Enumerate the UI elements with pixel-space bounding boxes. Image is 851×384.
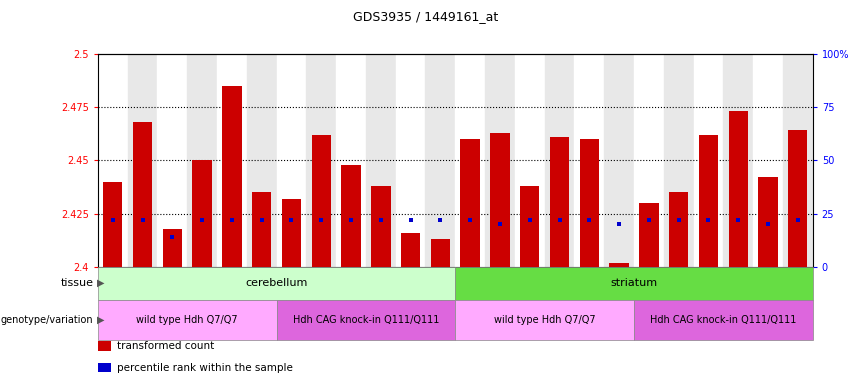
Bar xyxy=(98,300,277,340)
Text: percentile rank within the sample: percentile rank within the sample xyxy=(117,362,293,372)
Bar xyxy=(277,54,306,267)
Bar xyxy=(306,54,336,267)
Bar xyxy=(192,161,212,267)
Bar xyxy=(783,54,813,267)
Bar xyxy=(311,135,331,267)
Bar xyxy=(699,135,718,267)
Bar xyxy=(98,267,455,300)
Bar xyxy=(401,233,420,267)
Bar xyxy=(669,192,688,267)
Bar xyxy=(277,300,455,340)
Bar xyxy=(515,54,545,267)
Bar xyxy=(574,54,604,267)
Bar xyxy=(604,54,634,267)
Text: GDS3935 / 1449161_at: GDS3935 / 1449161_at xyxy=(353,10,498,23)
Bar xyxy=(455,300,634,340)
Bar xyxy=(694,54,723,267)
Bar xyxy=(490,132,510,267)
Bar xyxy=(728,111,748,267)
Bar xyxy=(520,186,540,267)
Bar xyxy=(247,54,277,267)
Bar xyxy=(455,267,813,300)
Text: ▶: ▶ xyxy=(97,278,105,288)
Bar xyxy=(609,263,629,267)
Text: Hdh CAG knock-in Q111/Q111: Hdh CAG knock-in Q111/Q111 xyxy=(650,314,797,325)
Bar xyxy=(634,54,664,267)
Bar xyxy=(580,139,599,267)
Text: genotype/variation: genotype/variation xyxy=(1,314,94,325)
Text: cerebellum: cerebellum xyxy=(245,278,308,288)
Bar xyxy=(98,54,128,267)
Bar xyxy=(455,54,485,267)
Bar xyxy=(664,54,694,267)
Bar xyxy=(550,137,569,267)
Text: ▶: ▶ xyxy=(97,314,105,325)
Bar xyxy=(485,54,515,267)
Bar xyxy=(639,203,659,267)
Bar xyxy=(426,54,455,267)
Text: wild type Hdh Q7/Q7: wild type Hdh Q7/Q7 xyxy=(136,314,238,325)
Bar xyxy=(366,54,396,267)
Bar xyxy=(103,182,123,267)
Bar xyxy=(396,54,426,267)
Bar xyxy=(758,177,778,267)
Bar xyxy=(371,186,391,267)
Text: transformed count: transformed count xyxy=(117,341,214,351)
Bar xyxy=(341,165,361,267)
Text: tissue: tissue xyxy=(60,278,94,288)
Bar xyxy=(282,199,301,267)
Text: Hdh CAG knock-in Q111/Q111: Hdh CAG knock-in Q111/Q111 xyxy=(293,314,439,325)
Bar xyxy=(222,86,242,267)
Bar xyxy=(252,192,271,267)
Bar xyxy=(336,54,366,267)
Bar xyxy=(431,239,450,267)
Bar xyxy=(128,54,157,267)
Bar xyxy=(157,54,187,267)
Text: striatum: striatum xyxy=(610,278,658,288)
Bar xyxy=(460,139,480,267)
Bar xyxy=(187,54,217,267)
Bar xyxy=(163,228,182,267)
Bar xyxy=(723,54,753,267)
Bar xyxy=(753,54,783,267)
Bar xyxy=(133,122,152,267)
Bar xyxy=(545,54,574,267)
Text: wild type Hdh Q7/Q7: wild type Hdh Q7/Q7 xyxy=(494,314,596,325)
Bar xyxy=(217,54,247,267)
Bar xyxy=(634,300,813,340)
Bar xyxy=(788,131,808,267)
